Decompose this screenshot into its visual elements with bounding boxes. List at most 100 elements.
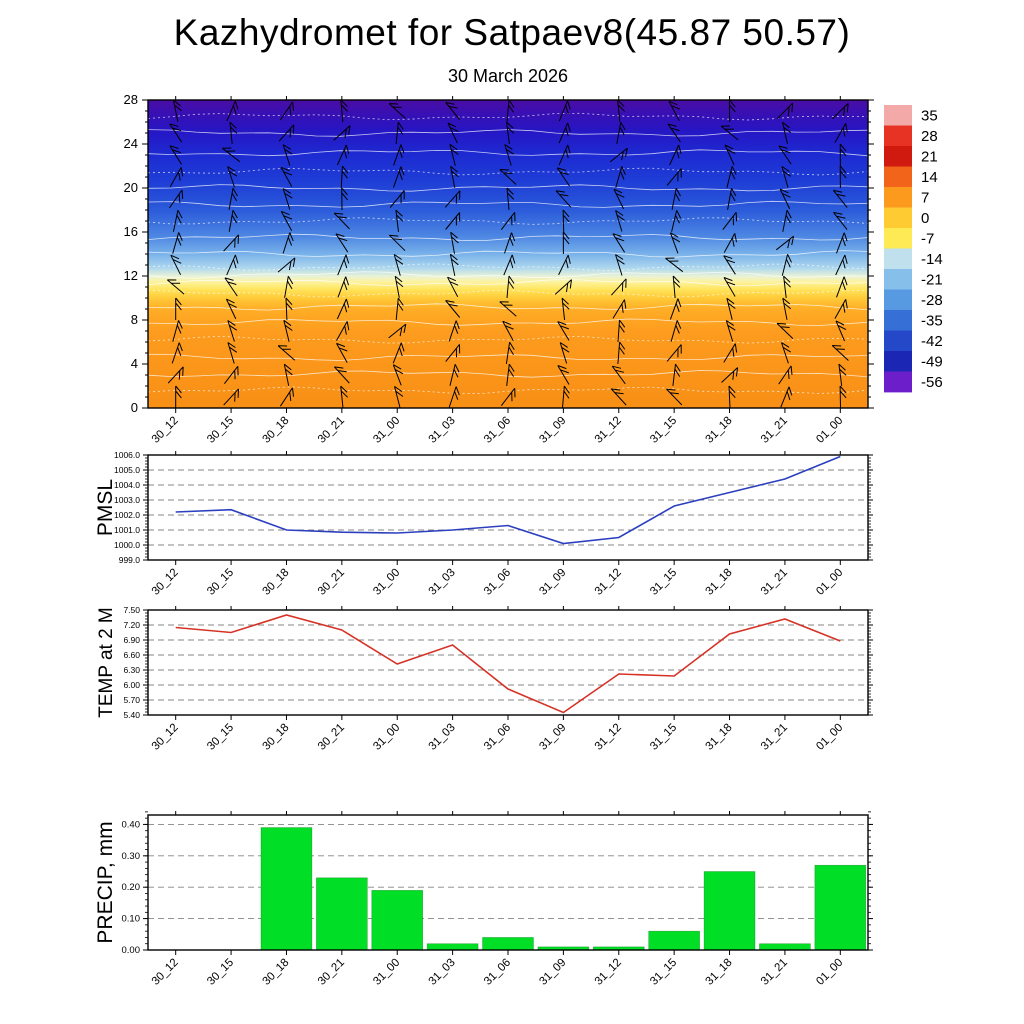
x-tick-label: 31_12 [593, 415, 624, 446]
colorbar-label: -14 [921, 251, 943, 268]
precip-frame [147, 814, 869, 951]
x-tick-label: 31_15 [648, 567, 679, 598]
height-tick-label: 16 [124, 224, 138, 239]
y-tick-label: 1001.0 [114, 525, 140, 535]
height-tick-label: 12 [124, 268, 138, 283]
x-tick-label: 30_21 [316, 722, 347, 753]
colorbar-cell [884, 166, 912, 188]
cross-section-heatmap [148, 100, 868, 408]
x-tick-label: 01_00 [814, 722, 845, 753]
x-tick-label: 30_21 [316, 957, 347, 988]
x-tick-label: 01_00 [814, 415, 845, 446]
colorbar-cell [884, 105, 912, 126]
y-tick-label: 999.0 [119, 555, 141, 565]
x-tick-label: 31_00 [371, 415, 402, 446]
precip-bar [371, 890, 424, 951]
temp_2m-panel: 5.40 5.70 6.00 6.30 6.60 6.90 7.20 7.50 [123, 605, 873, 720]
x-tick-label: 30_18 [260, 415, 291, 446]
y-tick-label: 1005.0 [114, 465, 140, 475]
x-tick-label: 31_09 [537, 567, 568, 598]
x-tick-label: 31_18 [704, 567, 735, 598]
x-tick-label: 31_00 [371, 957, 402, 988]
x-tick-label: 30_12 [150, 415, 181, 446]
colorbar-label: -21 [921, 271, 943, 288]
colorbar-cell [884, 351, 912, 372]
precip-panel: 0.00 0.10 0.20 0.30 0.40 [122, 811, 873, 956]
colorbar-cell [884, 330, 912, 352]
x-tick-label: 31_09 [537, 722, 568, 753]
colorbar-cell [884, 269, 912, 290]
x-tick-label: 31_21 [759, 957, 790, 988]
y-tick-label: 7.50 [123, 605, 140, 615]
precip-bar [260, 827, 313, 951]
colorbar-cell [884, 289, 912, 311]
y-tick-label: 0.10 [122, 914, 141, 925]
x-tick-label: 30_12 [150, 957, 181, 988]
temp_2m-axis-label: TEMP at 2 M [96, 607, 117, 718]
x-tick-label: 30_21 [316, 567, 347, 598]
x-tick-label: 01_00 [814, 957, 845, 988]
precip-bar [759, 943, 811, 951]
colorbar-cell [884, 248, 912, 270]
x-tick-label: 31_09 [537, 957, 568, 988]
x-tick-label: 31_03 [427, 415, 458, 446]
x-tick-label: 31_03 [427, 957, 458, 988]
y-tick-label: 7.20 [123, 620, 140, 630]
x-tick-label: 31_18 [704, 722, 735, 753]
x-tick-label: 31_12 [593, 567, 624, 598]
colorbar-label: -56 [921, 374, 943, 391]
y-tick-label: 0.20 [122, 882, 141, 893]
x-tick-label: 31_06 [482, 722, 513, 753]
precip-bar [316, 877, 368, 951]
colorbar-label: 0 [921, 210, 929, 227]
x-tick-label: 30_12 [150, 567, 181, 598]
y-tick-label: 1002.0 [114, 510, 140, 520]
colorbar-label: 35 [921, 107, 938, 124]
x-tick-label: 31_15 [648, 957, 679, 988]
pmsl-frame [147, 454, 869, 561]
x-tick-label: 31_00 [371, 567, 402, 598]
y-tick-label: 0.00 [122, 945, 141, 956]
x-tick-label: 30_21 [316, 415, 347, 446]
x-tick-label: 30_18 [260, 567, 291, 598]
colorbar-label: -42 [921, 333, 943, 350]
colorbar-cell [884, 310, 912, 331]
temp_2m-line [175, 614, 841, 714]
x-tick-label: 31_06 [482, 415, 513, 446]
precip-bar [482, 937, 534, 951]
x-tick-label: 31_15 [648, 722, 679, 753]
height-tick-label: 0 [131, 400, 138, 415]
colorbar-label: 28 [921, 128, 938, 145]
x-tick-label: 31_06 [482, 957, 513, 988]
y-tick-label: 6.60 [123, 650, 140, 660]
x-tick-label: 31_18 [704, 415, 735, 446]
y-tick-label: 5.40 [123, 710, 140, 720]
pmsl-panel: 999.0 1000.0 1001.0 1002.0 1003.0 1004.0 1005.… [114, 450, 873, 565]
x-tick-label: 30_18 [260, 957, 291, 988]
colorbar-label: 14 [921, 169, 938, 186]
height-tick-label: 20 [124, 180, 138, 195]
colorbar-cell [884, 187, 912, 208]
y-tick-label: 6.00 [123, 680, 140, 690]
x-axis-ticks: 30_12 30_15 30_18 30_21 31_00 31_03 31_06 31_09… [150, 451, 845, 598]
x-tick-label: 31_03 [427, 567, 458, 598]
y-tick-label: 1000.0 [114, 540, 140, 550]
colorbar-cell [884, 125, 912, 147]
x-tick-label: 31_03 [427, 722, 458, 753]
x-axis-ticks: 30_12 30_15 30_18 30_21 31_00 31_03 31_06 31_09… [150, 606, 845, 753]
y-tick-label: 0.40 [122, 819, 141, 830]
pmsl-axis-label: PMSL [94, 479, 117, 536]
colorbar-label: -28 [921, 292, 943, 309]
colorbar-label: 21 [921, 148, 938, 165]
height-tick-label: 28 [124, 92, 138, 107]
x-tick-label: 31_18 [704, 957, 735, 988]
y-tick-label: 5.70 [123, 695, 140, 705]
x-tick-label: 31_09 [537, 415, 568, 446]
colorbar-label: -7 [921, 230, 934, 247]
x-tick-label: 30_15 [205, 415, 236, 446]
colorbar: 35 28 21 14 7 0 -7 -14 -21 -28 -35 -42 -49 -56 [884, 105, 943, 393]
x-tick-label: 30_15 [205, 957, 236, 988]
x-tick-label: 01_00 [814, 567, 845, 598]
x-tick-label: 31_21 [759, 722, 790, 753]
